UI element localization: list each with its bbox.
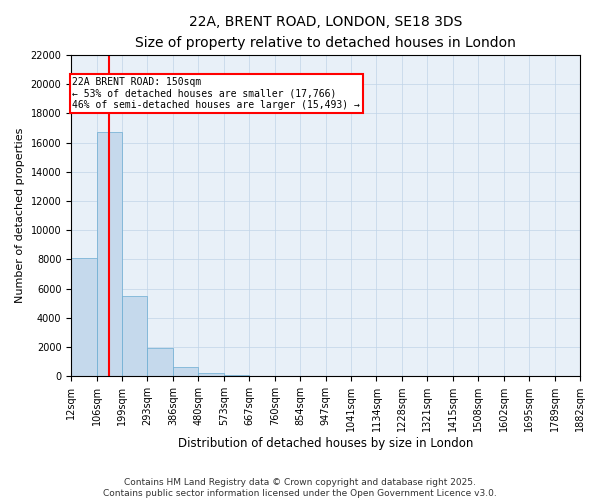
Bar — [71, 258, 97, 376]
Text: Contains HM Land Registry data © Crown copyright and database right 2025.
Contai: Contains HM Land Registry data © Crown c… — [103, 478, 497, 498]
Bar — [224, 375, 249, 376]
Bar — [97, 132, 122, 376]
Bar — [173, 366, 199, 376]
Title: 22A, BRENT ROAD, LONDON, SE18 3DS
Size of property relative to detached houses i: 22A, BRENT ROAD, LONDON, SE18 3DS Size o… — [135, 15, 516, 50]
Bar — [148, 348, 173, 376]
Text: 22A BRENT ROAD: 150sqm
← 53% of detached houses are smaller (17,766)
46% of semi: 22A BRENT ROAD: 150sqm ← 53% of detached… — [73, 77, 360, 110]
Bar — [122, 296, 148, 376]
X-axis label: Distribution of detached houses by size in London: Distribution of detached houses by size … — [178, 437, 473, 450]
Y-axis label: Number of detached properties: Number of detached properties — [15, 128, 25, 304]
Bar — [199, 374, 224, 376]
